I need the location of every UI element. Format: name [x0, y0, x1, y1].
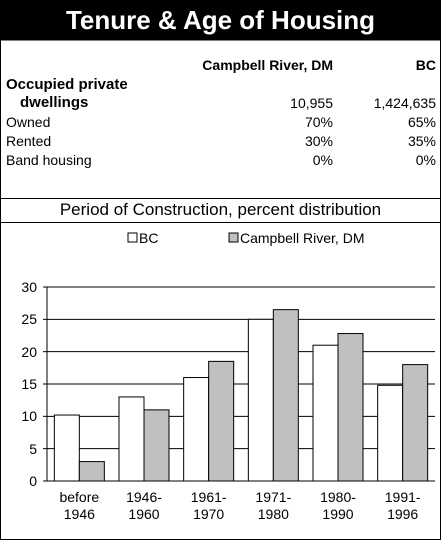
legend-swatch [127, 232, 138, 243]
bar [272, 309, 299, 482]
chart-title: Period of Construction, percent distribu… [59, 200, 382, 219]
x-tick-label: 1991- 1996 [384, 489, 421, 522]
x-tick-label: before 1946 [59, 489, 100, 522]
bar [377, 384, 404, 482]
bar [337, 333, 364, 482]
bar [312, 344, 339, 482]
x-tick-label: 1961- 1970 [190, 489, 227, 522]
y-tick-label: 25 [21, 311, 37, 328]
row-label: Occupied private dwellings [6, 76, 128, 111]
cell: 0% [415, 152, 436, 168]
bar [208, 360, 235, 482]
header-bar [0, 0, 441, 40]
legend-swatch [228, 232, 239, 243]
bar [402, 364, 429, 482]
row-label: Owned [6, 114, 51, 130]
bar [183, 377, 210, 482]
bar [53, 414, 80, 482]
x-tick-label: 1971- 1980 [255, 489, 292, 522]
row-label: Band housing [6, 152, 92, 168]
column-header: BC [415, 57, 436, 73]
y-tick-label: 15 [21, 376, 37, 392]
cell: 65% [407, 114, 436, 130]
cell: 30% [304, 133, 333, 149]
y-tick-label: 5 [29, 440, 37, 457]
row-label: Rented [6, 133, 52, 149]
bar [143, 409, 170, 482]
legend-label: Campbell River, DM [240, 230, 365, 246]
y-tick-label: 20 [21, 343, 37, 360]
cell: 35% [407, 133, 436, 149]
x-tick-label: 1980- 1990 [320, 489, 356, 522]
cell: 70% [304, 114, 333, 130]
bar [247, 318, 274, 482]
bar [118, 396, 145, 482]
y-tick-label: 10 [21, 408, 37, 425]
legend-label: BC [139, 230, 159, 246]
y-tick-label: 0 [29, 473, 37, 489]
bar [78, 461, 105, 482]
cell: 0% [312, 152, 333, 168]
cell: 10,955 [290, 95, 333, 111]
y-tick-label: 30 [21, 279, 37, 295]
column-header: Campbell River, DM [202, 57, 333, 73]
cell: 1,424,635 [373, 95, 436, 111]
title: Tenure & Age of Housing [65, 5, 376, 35]
x-tick-label: 1946- 1960 [126, 489, 162, 522]
